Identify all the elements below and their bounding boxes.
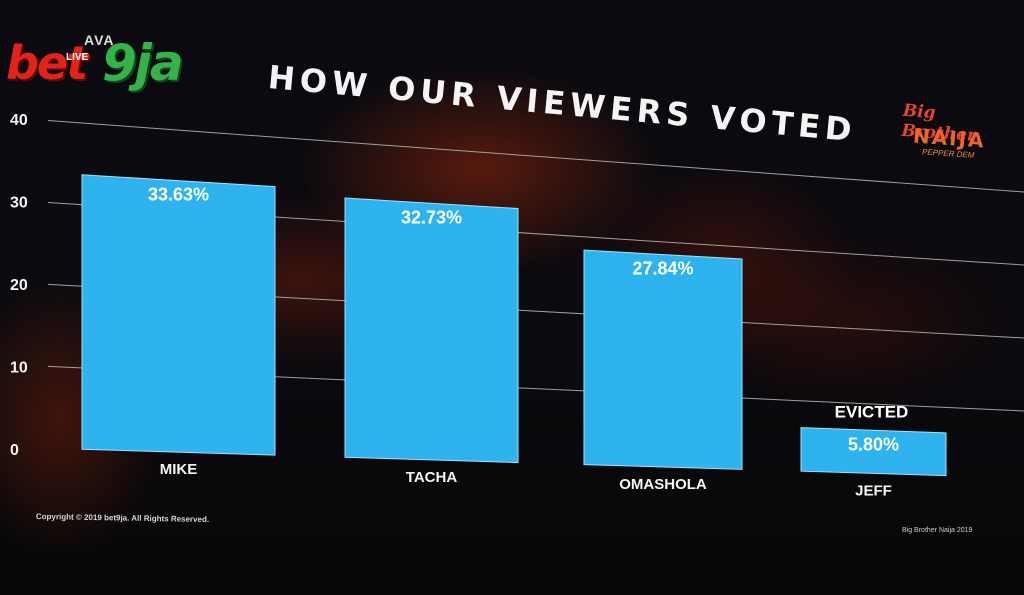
- category-label: JEFF: [855, 482, 892, 499]
- y-tick-label: 30: [10, 195, 28, 212]
- sponsor-logo-text: AVA: [84, 32, 115, 48]
- gridline: [47, 120, 1024, 193]
- data-label: 33.63%: [148, 185, 209, 205]
- bar-jeff: [800, 427, 947, 477]
- live-label: LIVE: [66, 52, 89, 63]
- evicted-annotation: EVICTED: [835, 402, 909, 421]
- y-tick-label: 10: [10, 360, 28, 377]
- data-label: 5.80%: [848, 434, 899, 454]
- bet9ja-logo: bet 9ja AVA LIVE: [6, 30, 221, 100]
- bar-omashola: [583, 249, 743, 470]
- bar-mike: [81, 174, 276, 456]
- y-tick-label: 0: [10, 442, 19, 459]
- bet9ja-logo-red-text: bet: [6, 36, 88, 90]
- category-label: MIKE: [160, 461, 198, 478]
- footer-note: Big Brother Naija 2019: [902, 527, 973, 534]
- bet9ja-logo-green-text: 9ja: [102, 34, 184, 92]
- data-label: 32.73%: [401, 207, 462, 227]
- category-label: OMASHOLA: [619, 476, 707, 493]
- data-label: 27.84%: [632, 259, 693, 279]
- category-label: TACHA: [406, 469, 458, 486]
- bar-tacha: [344, 197, 519, 464]
- y-tick-label: 20: [10, 277, 28, 294]
- y-tick-label: 40: [10, 112, 28, 129]
